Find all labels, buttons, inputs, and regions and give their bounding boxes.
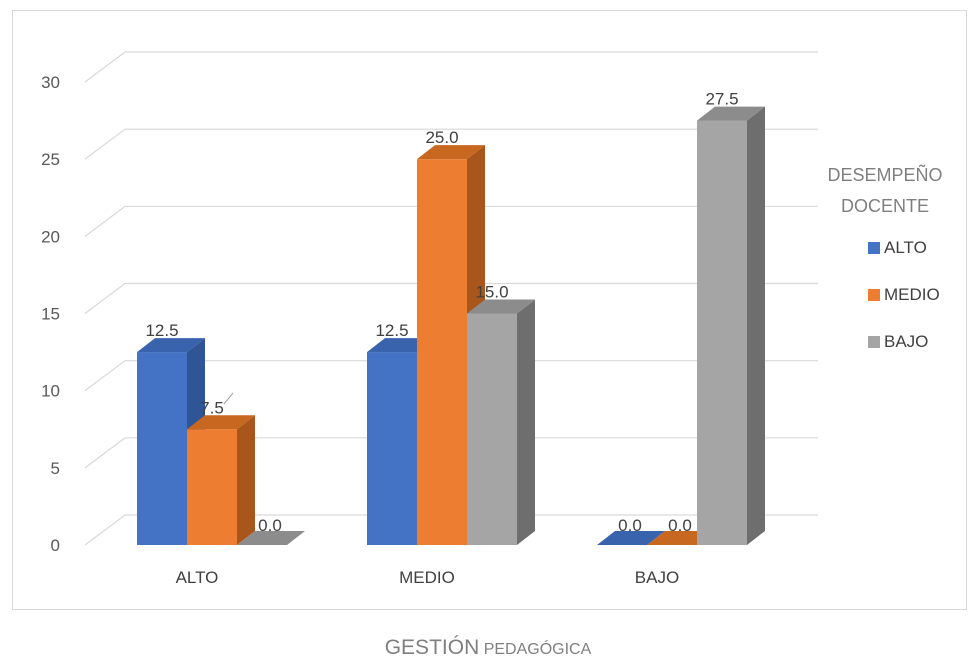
bottom-caption: GESTIÓN PEDAGÓGICA [0,636,976,660]
bar-side [517,299,535,545]
legend-items: ALTO MEDIO BAJO [800,236,970,354]
y-tick-label: 25 [41,150,60,169]
bar-top [187,415,255,430]
bar [187,415,255,545]
data-label: 7.5 [200,398,224,417]
category-label: BAJO [635,568,679,587]
data-label: 27.5 [705,90,738,109]
bar [467,299,535,545]
bar-top [237,531,305,545]
data-label: 0.0 [668,516,692,535]
y-tick-label: 5 [51,459,60,478]
gridline [84,51,818,83]
y-tick-label: 30 [41,73,60,92]
legend-swatch [868,242,880,254]
legend-swatch [868,289,880,301]
gridline [84,437,818,469]
data-label: 12.5 [145,321,178,340]
gridline [84,360,818,392]
bar-front [467,313,517,545]
gridline [84,128,818,160]
grid-layer [84,51,818,546]
bar-top [417,145,485,160]
labels-layer: 12.5 7.5 0.0 12.5 25.0 15.0 0.0 0.0 27.5 [145,90,738,535]
bars-layer [137,106,765,545]
bar-front [697,120,747,545]
y-tick-label: 20 [41,227,60,246]
gridline [84,282,818,314]
y-tick-label: 15 [41,305,60,324]
bar-top [597,531,665,545]
legend-item: MEDIO [868,283,970,307]
legend-label: ALTO [884,238,927,257]
bar [237,531,305,545]
label-leader [223,392,234,405]
bar [697,106,765,545]
data-label: 0.0 [618,516,642,535]
gridline [84,514,818,546]
y-tick-label: 0 [51,536,60,555]
legend-label: BAJO [884,332,929,351]
bar-front [367,352,417,545]
y-tick-label: 10 [41,382,60,401]
caption-part-2: PEDAGÓGICA [483,641,592,658]
data-label: 25.0 [425,128,458,147]
legend-title: DESEMPEÑO DOCENTE [827,165,943,216]
bar-front [187,429,237,545]
bar-side [747,106,765,545]
legend: DESEMPEÑO DOCENTE ALTO MEDIO BAJO [800,160,970,354]
bar-front [137,352,187,545]
chart-frame [12,10,967,610]
bar-top [697,106,765,121]
data-label: 12.5 [375,321,408,340]
legend-label: MEDIO [884,285,940,304]
legend-item: ALTO [868,236,970,260]
data-label: 15.0 [475,283,508,302]
bar-top [137,338,205,353]
bar [597,531,665,545]
category-label: MEDIO [399,568,455,587]
gridline [84,205,818,237]
bar-side [237,415,255,545]
category-label: ALTO [176,568,219,587]
axis-layer: 0 5 10 15 20 25 30 ALTO MEDIO BAJO [41,73,679,587]
legend-item: BAJO [868,330,970,354]
legend-swatch [868,336,880,348]
caption-part-1: GESTIÓN [384,636,480,659]
data-label: 0.0 [258,516,282,535]
bar-top [467,299,535,314]
bar-front [417,159,467,545]
